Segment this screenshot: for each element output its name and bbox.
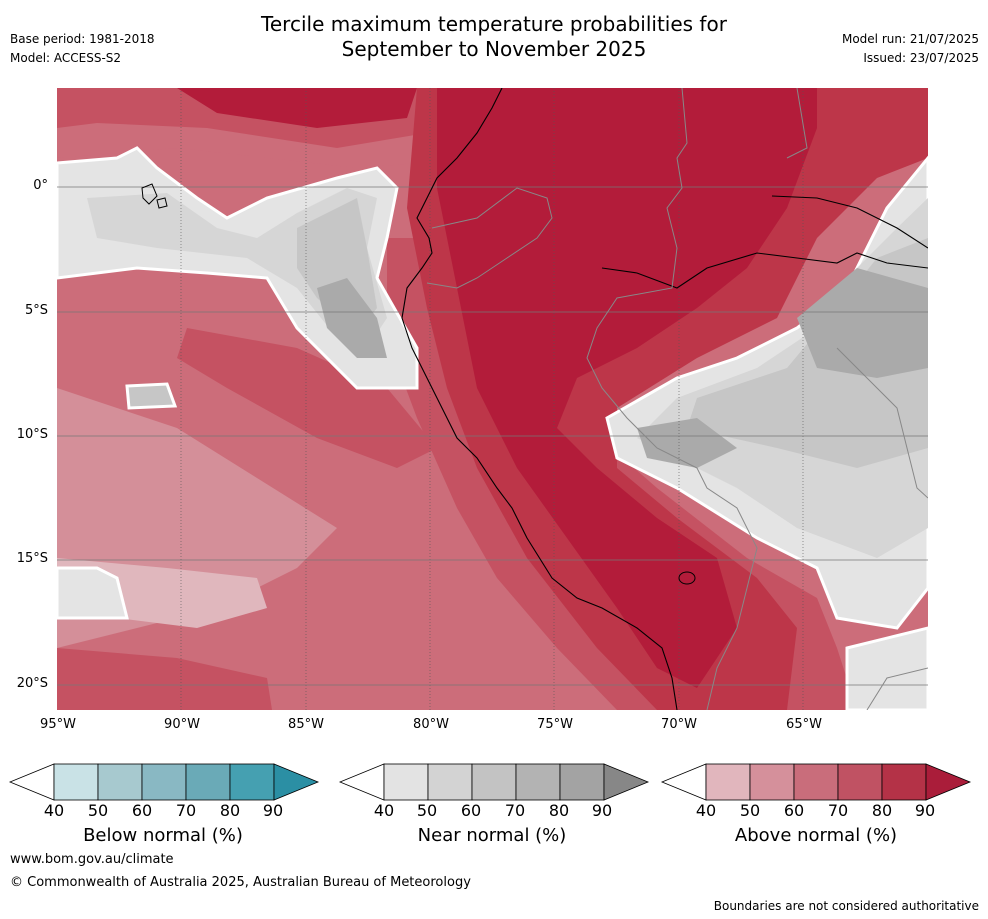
amazon-river bbox=[601, 252, 928, 289]
latitude-lines bbox=[57, 186, 928, 686]
lat-label-20s: 20°S bbox=[16, 676, 48, 691]
colorbar-segment bbox=[427, 763, 473, 801]
above-90-nw-patch bbox=[177, 88, 417, 128]
colorbar-segment bbox=[881, 763, 927, 801]
cb2-tick-60: 60 bbox=[783, 801, 805, 820]
base-period: Base period: 1981-2018 bbox=[10, 32, 155, 46]
map-title: Tercile maximum temperature probabilitie… bbox=[0, 12, 988, 62]
disclaimer: Boundaries are not considered authoritat… bbox=[713, 899, 979, 913]
lat-label-15s: 15°S bbox=[16, 551, 48, 566]
cb0-tick-90: 90 bbox=[262, 801, 284, 820]
colorbar-segment bbox=[749, 763, 795, 801]
meta-right: Model run: 21/07/2025 Issued: 23/07/2025 bbox=[842, 30, 979, 68]
near-normal-east-70 bbox=[797, 268, 928, 378]
lon-label-65w: 65°W bbox=[786, 717, 822, 732]
colorbar-segment bbox=[559, 763, 605, 801]
cb1-tick-80: 80 bbox=[548, 801, 570, 820]
colorbar-max-arrow bbox=[273, 763, 320, 801]
site-url: www.bom.gov.au/climate bbox=[10, 852, 174, 867]
galapagos bbox=[141, 183, 168, 209]
cb0-tick-40: 40 bbox=[43, 801, 65, 820]
colorbar-segment bbox=[229, 763, 275, 801]
cb2-tick-50: 50 bbox=[739, 801, 761, 820]
meta-left: Base period: 1981-2018 Model: ACCESS-S2 bbox=[10, 30, 155, 68]
lon-label-75w: 75°W bbox=[537, 717, 573, 732]
cb2-tick-40: 40 bbox=[695, 801, 717, 820]
lon-label-90w: 90°W bbox=[164, 717, 200, 732]
lon-label-85w: 85°W bbox=[288, 717, 324, 732]
title-line-2: September to November 2025 bbox=[341, 37, 647, 61]
model-name: Model: ACCESS-S2 bbox=[10, 51, 122, 65]
colorbar-segment bbox=[53, 763, 99, 801]
colorbar-segment bbox=[185, 763, 231, 801]
near-normal-east-70b bbox=[637, 418, 737, 468]
lon-label-95w: 95°W bbox=[40, 717, 76, 732]
country-borders bbox=[426, 88, 928, 710]
cb1-tick-40: 40 bbox=[373, 801, 395, 820]
cb2-tick-90: 90 bbox=[914, 801, 936, 820]
colorbar-min-arrow bbox=[660, 763, 707, 801]
copyright: © Commonwealth of Australia 2025, Austra… bbox=[10, 875, 471, 890]
above-70-ocean-a bbox=[177, 328, 437, 468]
colorbar-segment bbox=[97, 763, 143, 801]
cb1-tick-50: 50 bbox=[416, 801, 438, 820]
near-normal-west-70 bbox=[317, 278, 387, 358]
colorbar-segment bbox=[515, 763, 561, 801]
lon-label-80w: 80°W bbox=[413, 717, 449, 732]
colorbar-max-arrow bbox=[603, 763, 650, 801]
colorbar-segment bbox=[383, 763, 429, 801]
model-run: Model run: 21/07/2025 bbox=[841, 32, 979, 46]
lat-label-10s: 10°S bbox=[16, 427, 48, 442]
cb2-tick-70: 70 bbox=[827, 801, 849, 820]
colorbar-near-normal bbox=[338, 763, 650, 801]
lat-label-0: 0° bbox=[33, 178, 48, 193]
colorbar-max-arrow bbox=[925, 763, 972, 801]
colorbar-segment bbox=[705, 763, 751, 801]
lat-label-5s: 5°S bbox=[24, 303, 48, 318]
colorbar-below-normal bbox=[8, 763, 320, 801]
probability-map bbox=[57, 88, 928, 710]
colorbar-segment bbox=[141, 763, 187, 801]
below-normal-label: Below normal (%) bbox=[83, 825, 243, 846]
near-normal-island bbox=[125, 382, 178, 410]
northern-river bbox=[771, 195, 928, 249]
cb1-tick-90: 90 bbox=[591, 801, 613, 820]
lake-titicaca bbox=[678, 571, 696, 585]
above-70-ocean-b bbox=[57, 648, 272, 710]
title-line-1: Tercile maximum temperature probabilitie… bbox=[261, 12, 727, 36]
colorbar-segment bbox=[793, 763, 839, 801]
lon-label-70w: 70°W bbox=[661, 717, 697, 732]
issued-date: Issued: 23/07/2025 bbox=[863, 51, 979, 65]
colorbar-min-arrow bbox=[8, 763, 55, 801]
cb0-tick-60: 60 bbox=[131, 801, 153, 820]
colorbar-segment bbox=[471, 763, 517, 801]
colorbar-above-normal bbox=[660, 763, 972, 801]
cb0-tick-80: 80 bbox=[219, 801, 241, 820]
coastline bbox=[401, 88, 678, 710]
above-normal-label: Above normal (%) bbox=[734, 825, 898, 846]
colorbar-segment bbox=[837, 763, 883, 801]
cb1-tick-70: 70 bbox=[504, 801, 526, 820]
colorbars bbox=[8, 763, 972, 801]
above-90-core bbox=[437, 88, 817, 688]
cb1-tick-60: 60 bbox=[460, 801, 482, 820]
colorbar-min-arrow bbox=[338, 763, 385, 801]
cb0-tick-70: 70 bbox=[175, 801, 197, 820]
near-normal-se-corner bbox=[845, 626, 928, 710]
near-normal-label: Near normal (%) bbox=[417, 825, 567, 846]
near-normal-sw bbox=[57, 566, 129, 620]
cb2-tick-80: 80 bbox=[871, 801, 893, 820]
cb0-tick-50: 50 bbox=[87, 801, 109, 820]
